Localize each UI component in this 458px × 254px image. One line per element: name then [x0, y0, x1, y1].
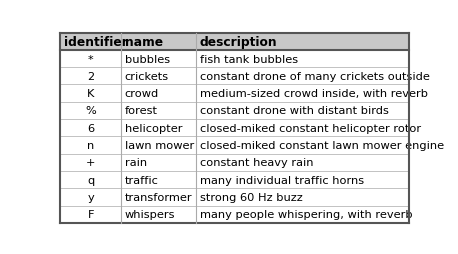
Text: medium-sized crowd inside, with reverb: medium-sized crowd inside, with reverb	[200, 89, 428, 99]
Bar	[60, 206, 409, 223]
Text: closed-miked constant helicopter rotor: closed-miked constant helicopter rotor	[200, 123, 421, 133]
Text: name: name	[125, 36, 163, 49]
Bar	[60, 154, 409, 171]
Text: 2: 2	[87, 72, 94, 82]
Text: constant drone with distant birds: constant drone with distant birds	[200, 106, 389, 116]
Text: forest: forest	[125, 106, 158, 116]
Text: constant drone of many crickets outside: constant drone of many crickets outside	[200, 72, 430, 82]
Text: many people whispering, with reverb: many people whispering, with reverb	[200, 210, 413, 219]
Bar	[60, 102, 409, 120]
Bar	[60, 68, 409, 85]
Bar	[60, 51, 409, 68]
Text: helicopter: helicopter	[125, 123, 182, 133]
Text: transformer: transformer	[125, 192, 192, 202]
Text: +: +	[86, 158, 95, 168]
Text: description: description	[200, 36, 278, 49]
Text: y: y	[87, 192, 94, 202]
Text: crowd: crowd	[125, 89, 159, 99]
Bar	[60, 171, 409, 189]
Text: %: %	[85, 106, 96, 116]
Bar	[60, 120, 409, 137]
Text: F: F	[87, 210, 94, 219]
Text: *: *	[88, 54, 93, 64]
Text: n: n	[87, 140, 94, 151]
Bar	[60, 137, 409, 154]
Text: 6: 6	[87, 123, 94, 133]
Bar	[60, 189, 409, 206]
Text: many individual traffic horns: many individual traffic horns	[200, 175, 364, 185]
Text: bubbles: bubbles	[125, 54, 170, 64]
Text: K: K	[87, 89, 94, 99]
Text: lawn mower: lawn mower	[125, 140, 194, 151]
Bar	[60, 85, 409, 102]
Text: traffic: traffic	[125, 175, 158, 185]
Text: q: q	[87, 175, 94, 185]
Text: constant heavy rain: constant heavy rain	[200, 158, 313, 168]
Text: identifier: identifier	[64, 36, 127, 49]
Text: crickets: crickets	[125, 72, 169, 82]
Text: strong 60 Hz buzz: strong 60 Hz buzz	[200, 192, 303, 202]
Text: closed-miked constant lawn mower engine: closed-miked constant lawn mower engine	[200, 140, 444, 151]
Text: fish tank bubbles: fish tank bubbles	[200, 54, 298, 64]
Text: rain: rain	[125, 158, 147, 168]
Bar	[60, 34, 409, 51]
Text: whispers: whispers	[125, 210, 175, 219]
